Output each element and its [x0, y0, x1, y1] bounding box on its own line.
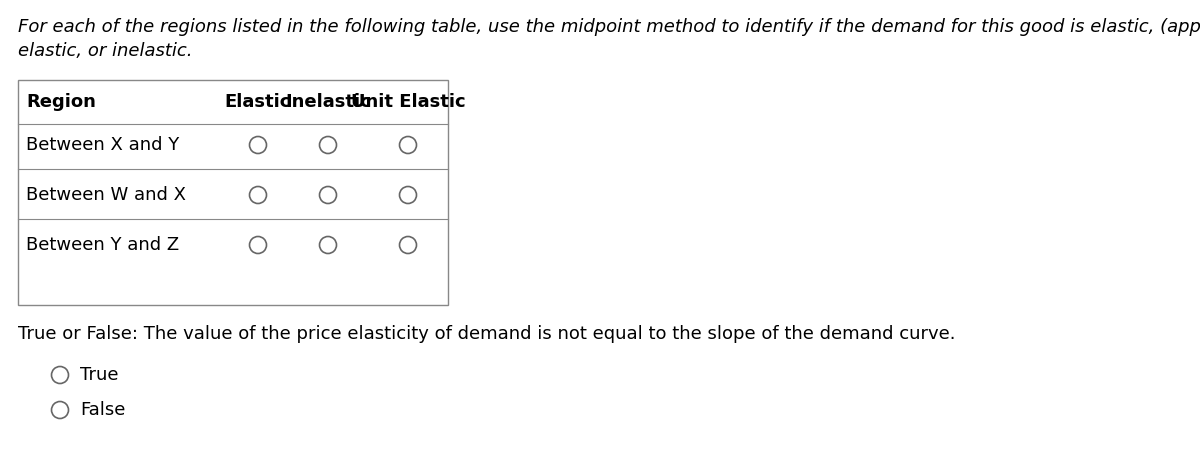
- Text: For each of the regions listed in the following table, use the midpoint method t: For each of the regions listed in the fo…: [18, 18, 1200, 36]
- Text: Between X and Y: Between X and Y: [26, 136, 179, 154]
- Text: False: False: [80, 401, 125, 419]
- Text: Elastic: Elastic: [224, 93, 292, 111]
- Text: True: True: [80, 366, 119, 384]
- Text: Region: Region: [26, 93, 96, 111]
- Text: True or False: The value of the price elasticity of demand is not equal to the s: True or False: The value of the price el…: [18, 325, 955, 343]
- Bar: [18, 80, 448, 305]
- Text: Unit Elastic: Unit Elastic: [350, 93, 466, 111]
- Text: elastic, or inelastic.: elastic, or inelastic.: [18, 42, 192, 60]
- Text: Between Y and Z: Between Y and Z: [26, 236, 179, 254]
- Text: Between W and X: Between W and X: [26, 186, 186, 204]
- Text: Inelastic: Inelastic: [286, 93, 371, 111]
